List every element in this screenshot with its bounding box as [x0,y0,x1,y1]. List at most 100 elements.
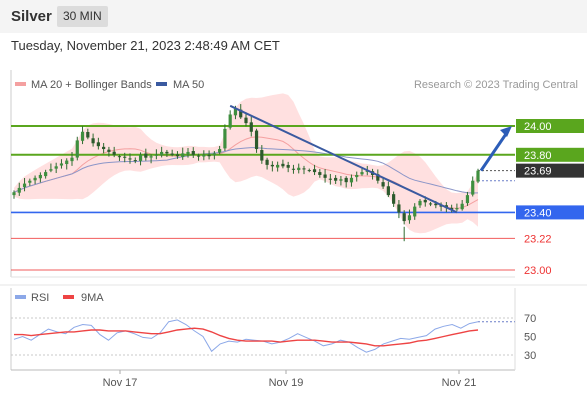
level-tag [516,205,584,220]
rsi-tick-label: 50 [524,332,536,344]
candle [428,201,433,207]
candle [123,152,127,163]
candle [191,147,195,158]
candle [181,147,185,160]
candle [476,168,480,184]
candle [12,190,16,199]
candle [128,153,132,164]
candle [144,148,148,161]
downtrend-line [229,104,458,214]
price-levels [11,125,515,271]
candle [38,172,42,183]
ma50-legend-label: MA 50 [173,79,204,91]
candle [465,191,470,206]
candle [91,133,95,147]
candle [407,209,412,224]
candle [65,158,69,170]
candle [376,169,380,184]
level-tag [516,147,584,162]
candle [117,154,122,161]
level-label: 23.80 [524,150,552,162]
candle [228,110,232,130]
candle [133,157,137,164]
level-labels: 24.00 23.80 23.69 23.40 23.22 23.00 [516,119,584,277]
bollinger-bands [14,93,478,234]
candle [22,177,27,192]
price-legend: MA 20 + Bollinger Bands MA 50 Research ©… [15,79,578,91]
research-credit: Research © 2023 Trading Central [414,79,578,91]
candle [344,176,348,188]
candle [59,159,64,169]
level-label: 23.69 [524,166,552,178]
level-label: 24.00 [524,121,552,133]
candle [471,176,475,197]
candle [349,174,354,187]
candle [418,198,422,208]
candle [392,191,396,207]
candle [307,168,311,173]
level-label: 23.40 [524,207,552,219]
candle [244,112,248,127]
candle [402,210,406,225]
ma20-legend-label: MA 20 + Bollinger Bands [31,79,152,91]
rsi-legend-swatch [15,295,26,299]
candle [254,128,259,153]
candle [160,146,164,158]
chart-timestamp: Tuesday, November 21, 2023 2:48:49 AM CE… [11,38,280,53]
candle [249,116,253,137]
candle [460,200,464,211]
bollinger-band-area [14,93,478,234]
rsi-tick-label: 70 [524,313,536,325]
rsi-line [13,319,479,353]
candle [49,163,53,173]
candle [450,204,454,213]
candle [165,149,169,157]
rsi-ma-legend-label: 9MA [81,292,104,304]
chart-frame [0,70,587,371]
candle [102,143,106,154]
projection-arrowhead [500,126,512,137]
timeframe-badge[interactable]: 30 MIN [57,6,108,27]
projection-arrow [479,130,510,172]
ma50-line [13,147,479,194]
candle [96,137,100,150]
candle [33,175,37,185]
ma50-legend-swatch [156,82,167,86]
candle [154,149,158,160]
candle [302,165,306,175]
level-label: 23.00 [524,265,552,277]
candle [381,177,385,189]
candle [297,163,301,174]
candle [80,126,85,145]
ma20-legend-swatch [15,82,26,86]
candle [223,124,227,151]
rsi-legend-label: RSI [31,292,49,304]
candle [455,203,459,212]
x-axis: Nov 17 Nov 19 Nov 21 [103,370,476,389]
candle [107,146,111,157]
candle [397,200,401,219]
candle [175,151,180,159]
candle [54,162,58,174]
candle [276,161,280,172]
candle [286,161,290,173]
candle [323,169,327,183]
rsi-ma-line [14,327,479,347]
x-tick-label: Nov 19 [269,377,304,389]
candle [112,146,116,158]
candle [86,128,90,140]
candle [355,171,359,182]
rsi-legend: RSI 9MA [15,292,104,304]
candle [212,151,216,160]
candle [318,169,322,178]
candle [291,164,296,174]
level-tag [516,163,584,178]
candle [413,203,417,220]
candle [281,159,285,169]
instrument-title: Silver [11,8,52,25]
candle [386,181,390,198]
candle [328,173,332,185]
candle [334,175,338,185]
rsi-panel: 70 50 30 [11,313,536,362]
x-tick-label: Nov 17 [103,377,138,389]
